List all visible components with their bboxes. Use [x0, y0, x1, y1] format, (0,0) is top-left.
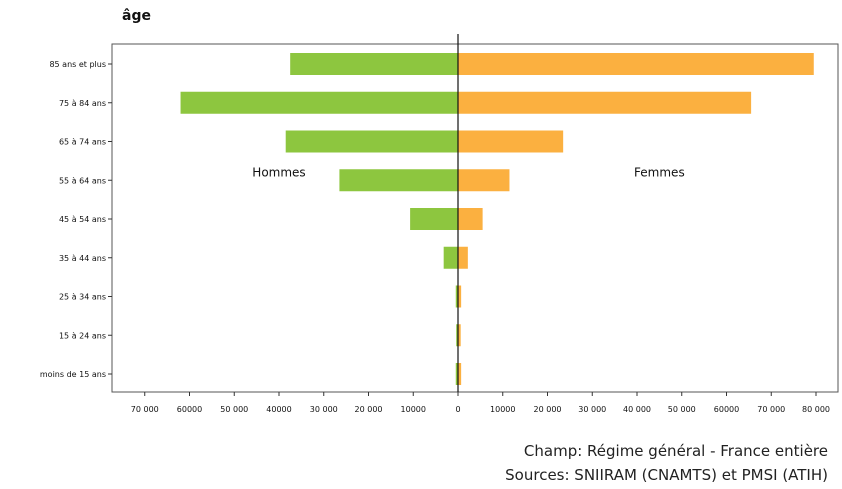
x-tick-label: 0	[455, 405, 460, 414]
y-tick-label: 65 à 74 ans	[59, 138, 106, 147]
x-tick-label: 50 000	[220, 405, 248, 414]
bar-femmes-0	[458, 53, 814, 75]
bar-hommes-8	[455, 363, 458, 385]
bar-hommes-7	[456, 324, 458, 347]
x-tick-label: 10000	[401, 405, 426, 414]
y-tick-label: 85 ans et plus	[49, 60, 106, 69]
x-tick-label: 50 000	[668, 405, 696, 414]
bar-hommes-3	[339, 169, 458, 192]
bar-hommes-1	[180, 91, 459, 114]
x-tick-label: 40000	[266, 405, 291, 414]
bar-femmes-4	[458, 208, 483, 230]
x-tick-label: 80 000	[802, 405, 830, 414]
bar-femmes-5	[458, 246, 468, 269]
series-annotation-hommes: Hommes	[252, 165, 305, 179]
bar-hommes-4	[410, 208, 458, 230]
pyramid-chart: 85 ans et plus 75 à 84 ans 65 à 74 ans 55 à…	[40, 34, 839, 414]
y-tick-label: 45 à 54 ans	[59, 215, 106, 224]
bar-hommes-0	[290, 53, 458, 75]
bar-hommes-6	[455, 285, 458, 308]
x-tick-label: 20 000	[355, 405, 383, 414]
y-tick-label: 15 à 24 ans	[59, 331, 106, 340]
series-annotation-femmes: Femmes	[634, 165, 685, 179]
bar-femmes-7	[458, 324, 461, 347]
plot-frame	[111, 43, 839, 393]
y-tick-label: moins de 15 ans	[40, 370, 106, 379]
y-tick-label: 35 à 44 ans	[59, 254, 106, 263]
footer-sources: Sources: SNIIRAM (CNAMTS) et PMSI (ATIH)	[505, 466, 828, 484]
x-tick-label: 60000	[177, 405, 202, 414]
x-tick-label: 30 000	[578, 405, 606, 414]
x-tick-label: 30 000	[310, 405, 338, 414]
bar-hommes-5	[443, 246, 458, 269]
y-tick-label: 55 à 64 ans	[59, 176, 106, 185]
x-tick-label: 70 000	[757, 405, 785, 414]
footer-scope: Champ: Régime général - France entière	[523, 442, 828, 460]
bar-femmes-2	[458, 130, 564, 153]
y-tick-label: 75 à 84 ans	[59, 99, 106, 108]
bar-femmes-1	[458, 91, 752, 114]
x-tick-label: 70 000	[131, 405, 159, 414]
bar-hommes-2	[285, 130, 458, 153]
x-tick-label: 60000	[714, 405, 739, 414]
x-tick-label: 10000	[490, 405, 515, 414]
bar-femmes-6	[458, 285, 462, 308]
bar-femmes-8	[458, 363, 462, 385]
x-tick-label: 40 000	[623, 405, 651, 414]
y-tick-label: 25 à 34 ans	[59, 293, 106, 302]
y-axis-title: âge	[122, 8, 151, 24]
x-tick-label: 20 000	[534, 405, 562, 414]
bar-femmes-3	[458, 169, 510, 192]
